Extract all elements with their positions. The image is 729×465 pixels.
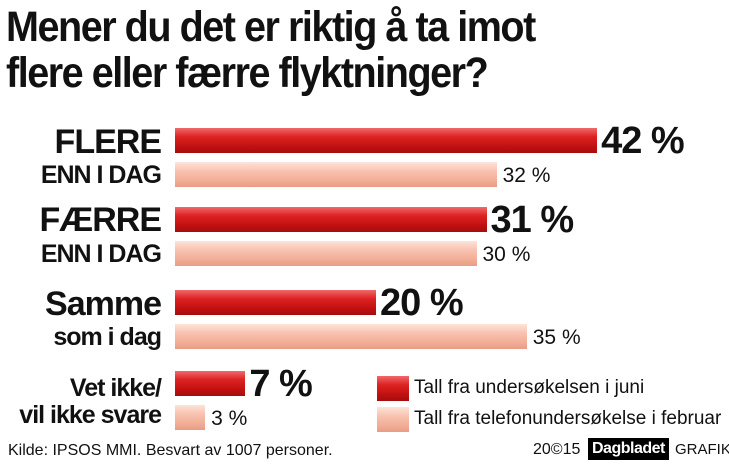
category-label-sub: ENN I DAG xyxy=(40,161,162,189)
category-label-main: Samme xyxy=(45,285,162,323)
legend-swatch-february xyxy=(377,407,409,432)
source-note: Kilde: IPSOS MMI. Besvart av 1007 person… xyxy=(8,442,333,459)
value-label-june: 31 % xyxy=(490,199,575,241)
category-label-main: FLERE xyxy=(54,123,162,161)
bar-february xyxy=(175,324,527,349)
bar-june xyxy=(175,128,598,153)
value-label-february: 30 % xyxy=(482,243,531,266)
category-label-sub: som i dag xyxy=(53,323,162,351)
legend-swatch-june xyxy=(377,376,409,401)
bar-june xyxy=(175,207,487,232)
legend-label-february: Tall fra telefonundersøkelse i februar xyxy=(414,408,722,429)
bar-june xyxy=(175,371,246,396)
value-label-june: 20 % xyxy=(380,282,464,324)
category-label-sub: vil ikke svare xyxy=(19,401,162,429)
value-label-february: 35 % xyxy=(532,326,581,349)
chart-title: Mener du det er riktig å ta imot flere e… xyxy=(6,4,668,96)
credit-grafikk: GRAFIKK xyxy=(675,441,729,458)
category-label-sub: ENN I DAG xyxy=(40,240,162,268)
category-label-main: Vet ikke/ xyxy=(69,374,162,402)
value-label-february: 3 % xyxy=(211,407,248,430)
bar-february xyxy=(175,241,477,266)
bar-february xyxy=(175,162,497,187)
value-label-february: 32 % xyxy=(502,164,551,187)
dagbladet-logo: Dagbladet xyxy=(588,438,669,460)
value-label-june: 7 % xyxy=(249,363,312,405)
chart-title-line: Mener du det er riktig å ta imot xyxy=(6,3,536,51)
chart-title-line: flere eller færre flyktninger? xyxy=(6,49,489,97)
category-label-main: FÆRRE xyxy=(39,201,162,239)
credit-year: 20©15 xyxy=(533,441,581,458)
bar-june xyxy=(175,290,376,315)
bar-february xyxy=(175,405,206,430)
legend-label-june: Tall fra undersøkelsen i juni xyxy=(414,377,645,398)
value-label-june: 42 % xyxy=(601,120,685,162)
